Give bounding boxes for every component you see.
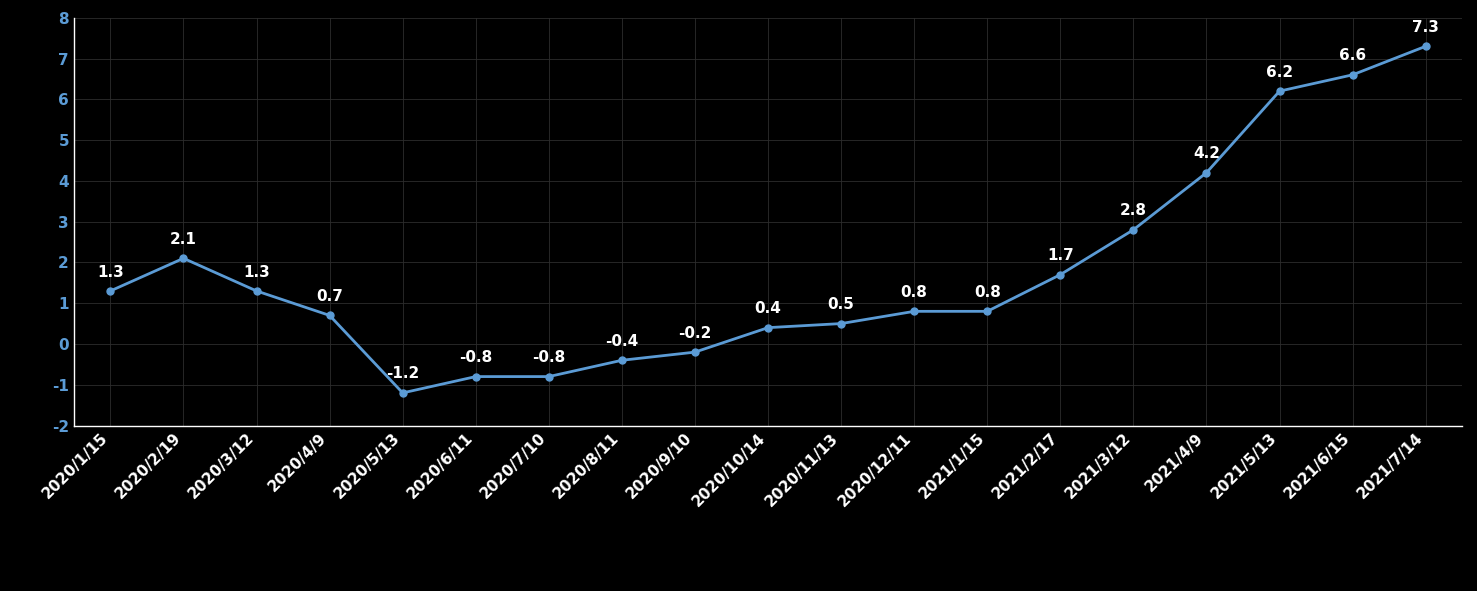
Text: 0.8: 0.8 (901, 285, 928, 300)
Text: 6.2: 6.2 (1266, 64, 1292, 80)
Text: 1.3: 1.3 (244, 265, 270, 280)
Text: 2.1: 2.1 (170, 232, 196, 247)
Text: 2.8: 2.8 (1120, 203, 1148, 218)
Text: 4.2: 4.2 (1193, 146, 1220, 161)
Text: 1.7: 1.7 (1047, 248, 1074, 263)
Text: 0.5: 0.5 (827, 297, 855, 312)
Text: -0.8: -0.8 (532, 350, 566, 365)
Text: -0.8: -0.8 (459, 350, 492, 365)
Text: -1.2: -1.2 (385, 366, 419, 381)
Text: 0.8: 0.8 (973, 285, 1001, 300)
Text: 6.6: 6.6 (1340, 48, 1366, 63)
Text: 1.3: 1.3 (97, 265, 124, 280)
Text: 7.3: 7.3 (1412, 20, 1439, 35)
Text: -0.2: -0.2 (678, 326, 712, 340)
Text: 0.7: 0.7 (316, 289, 343, 304)
Text: -0.4: -0.4 (606, 334, 638, 349)
Text: 0.4: 0.4 (755, 301, 781, 316)
